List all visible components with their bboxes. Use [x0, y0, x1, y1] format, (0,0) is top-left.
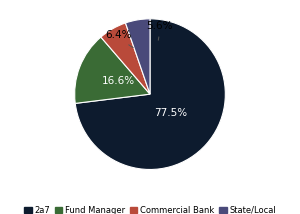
Wedge shape [101, 23, 150, 94]
Wedge shape [75, 19, 225, 169]
Text: 5.6%: 5.6% [146, 21, 172, 40]
Text: 16.6%: 16.6% [102, 76, 135, 86]
Wedge shape [125, 19, 150, 94]
Wedge shape [75, 37, 150, 103]
Text: 6.4%: 6.4% [105, 30, 133, 48]
Text: 77.5%: 77.5% [154, 108, 188, 118]
Legend: 2a7, Fund Manager, Commercial Bank, State/Local: 2a7, Fund Manager, Commercial Bank, Stat… [21, 202, 279, 214]
